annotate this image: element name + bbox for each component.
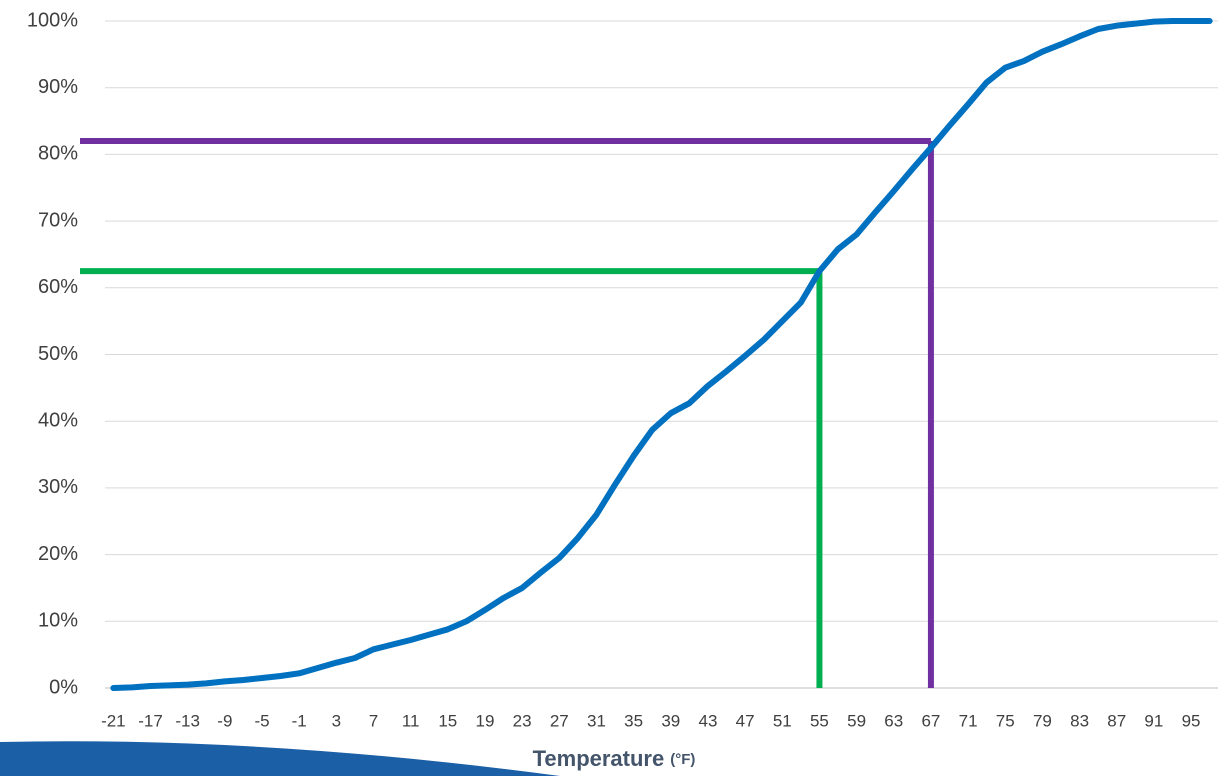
x-tick-label: -1 bbox=[292, 711, 307, 730]
y-tick-label: 30% bbox=[38, 476, 78, 498]
x-axis-title: Temperature (°F) bbox=[533, 746, 696, 771]
x-tick-label: 63 bbox=[884, 711, 903, 730]
decor-swoosh bbox=[0, 741, 560, 776]
y-tick-label: 0% bbox=[49, 676, 78, 698]
y-tick-label: 100% bbox=[27, 9, 78, 31]
x-tick-label: 95 bbox=[1182, 711, 1201, 730]
data-line bbox=[110, 18, 1213, 691]
x-tick-label: 27 bbox=[550, 711, 569, 730]
x-tick-label: 39 bbox=[661, 711, 680, 730]
y-tick-label: 40% bbox=[38, 409, 78, 431]
y-tick-label: 90% bbox=[38, 76, 78, 98]
x-tick-label: 79 bbox=[1033, 711, 1052, 730]
x-tick-label: 59 bbox=[847, 711, 866, 730]
x-tick-label: -5 bbox=[254, 711, 269, 730]
x-tick-label: 67 bbox=[921, 711, 940, 730]
y-tick-label: 70% bbox=[38, 209, 78, 231]
x-tick-label: 51 bbox=[773, 711, 792, 730]
x-tick-label: 15 bbox=[438, 711, 457, 730]
y-tick-label: 50% bbox=[38, 343, 78, 365]
x-tick-label: 7 bbox=[369, 711, 378, 730]
y-tick-label: 60% bbox=[38, 276, 78, 298]
x-tick-label: -17 bbox=[138, 711, 163, 730]
x-tick-label: 83 bbox=[1070, 711, 1089, 730]
y-tick-label: 80% bbox=[38, 143, 78, 165]
y-tick-label: 10% bbox=[38, 610, 78, 632]
x-tick-label: -13 bbox=[175, 711, 200, 730]
x-tick-label: -21 bbox=[101, 711, 126, 730]
x-tick-label: 47 bbox=[736, 711, 755, 730]
x-axis-label: Temperature bbox=[533, 746, 665, 771]
x-tick-label: 91 bbox=[1144, 711, 1163, 730]
x-tick-label: 43 bbox=[698, 711, 717, 730]
x-tick-label: 35 bbox=[624, 711, 643, 730]
x-tick-label: 23 bbox=[513, 711, 532, 730]
x-axis-unit: (°F) bbox=[670, 751, 695, 768]
x-tick-label: 3 bbox=[332, 711, 341, 730]
x-tick-label: 55 bbox=[810, 711, 829, 730]
x-tick-label: 31 bbox=[587, 711, 606, 730]
x-tick-label: 19 bbox=[476, 711, 495, 730]
x-tick-label: 87 bbox=[1107, 711, 1126, 730]
y-tick-label: 20% bbox=[38, 543, 78, 565]
x-tick-label: 11 bbox=[402, 711, 420, 730]
x-tick-label: 71 bbox=[959, 711, 978, 730]
x-tick-label: -9 bbox=[217, 711, 232, 730]
x-tick-label: 75 bbox=[996, 711, 1015, 730]
